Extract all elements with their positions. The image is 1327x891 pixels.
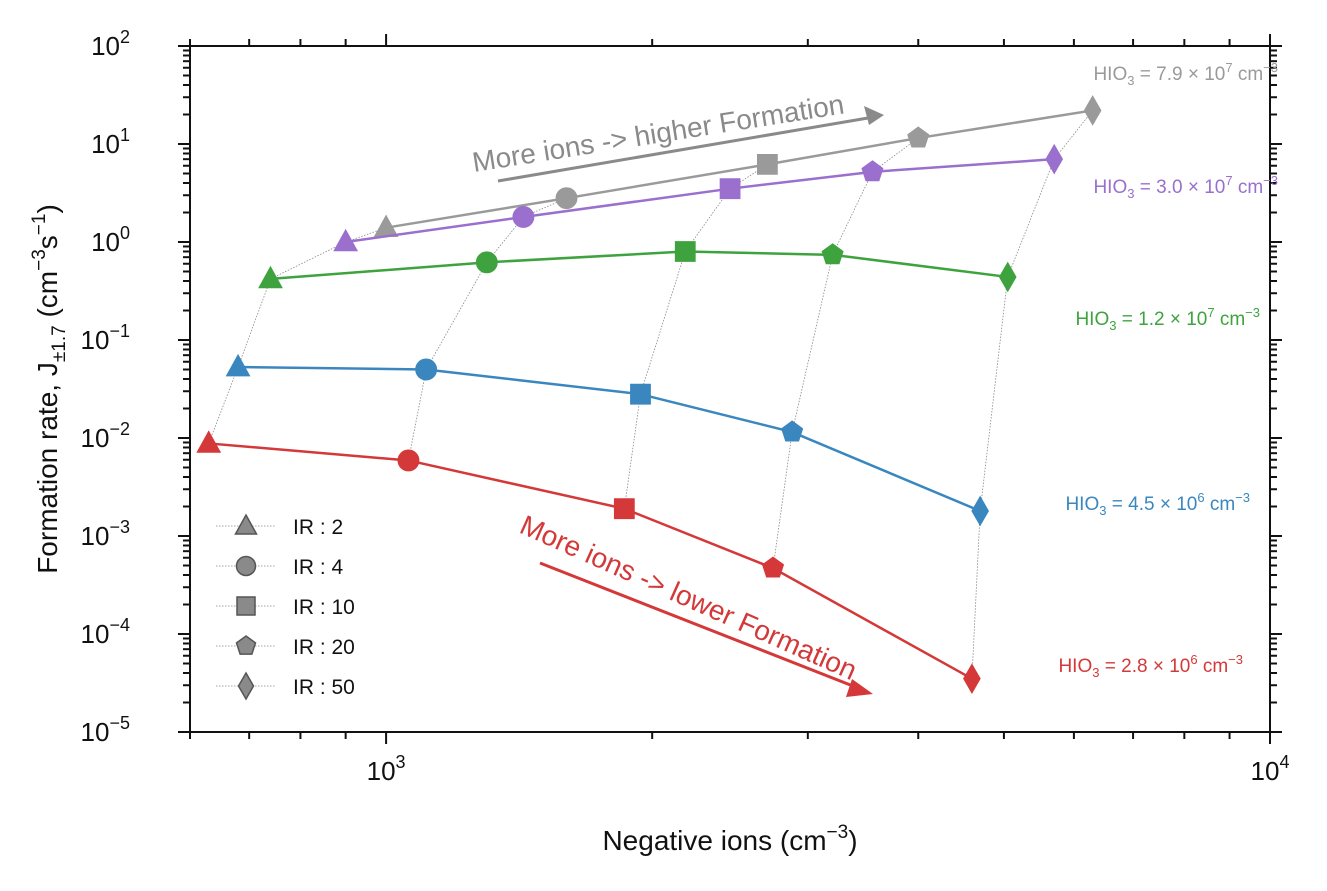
y-tick-label: 102 (91, 27, 130, 61)
iso-ir-line-circle (408, 197, 567, 461)
y-tick-label: 10−2 (81, 419, 130, 453)
series-layer (196, 95, 1102, 694)
legend: IR : 2 IR : 4 IR : 10 IR : 20 IR : 50 (216, 513, 355, 701)
series-label-0: HIO3 = 7.9 × 107 cm−3 (1093, 60, 1278, 88)
y-tick-label: 10−3 (81, 517, 130, 551)
series-label-2: HIO3 = 1.2 × 107 cm−3 (1075, 305, 1260, 333)
data-point-pentagon (861, 160, 884, 182)
legend-label: IR : 20 (293, 636, 355, 659)
arrowhead-lower (846, 679, 873, 697)
data-point-circle (512, 206, 535, 228)
iso-ir-line-triangle (208, 227, 387, 444)
series-line (238, 365, 981, 513)
data-point-pentagon (821, 243, 844, 265)
arrowhead-higher (864, 106, 884, 125)
series-3 (225, 353, 989, 527)
data-point-circle (415, 358, 438, 381)
data-point-square (674, 241, 696, 262)
x-tick-label: 103 (367, 752, 406, 786)
data-point-square (630, 383, 651, 405)
series-line (345, 157, 1055, 244)
data-point-circle (475, 251, 498, 274)
y-tick-label: 100 (91, 223, 130, 257)
legend-marker-circle (235, 555, 257, 577)
y-tick-label: 10−4 (81, 615, 130, 649)
series-labels: HIO3 = 7.9 × 107 cm−3 HIO3 = 3.0 × 107 cm… (1058, 60, 1278, 680)
x-tick-label: 104 (1251, 752, 1290, 786)
data-point-square (613, 498, 635, 520)
data-point-circle (397, 449, 420, 472)
series-1 (333, 143, 1064, 252)
axis-titles: Negative ions (cm−3) Formation rate, J±1.… (29, 204, 858, 856)
y-tick-label: 10−5 (81, 713, 130, 747)
series-label-1: HIO3 = 3.0 × 107 cm−3 (1093, 173, 1278, 201)
x-axis-title: Negative ions (cm−3) (602, 822, 857, 856)
y-axis-title: Formation rate, J±1.7 (cm−3s−1) (29, 204, 70, 574)
series-2 (258, 241, 1017, 293)
data-point-diamond (963, 663, 981, 694)
data-point-diamond (1083, 95, 1102, 126)
plot-frame (189, 45, 1271, 733)
data-point-diamond (998, 261, 1017, 293)
iso-ir-line-pentagon (772, 137, 919, 569)
legend-marker-pentagon (235, 635, 257, 655)
y-tick-label: 10−1 (81, 321, 130, 355)
data-point-square (719, 178, 741, 200)
iso-ir-line-diamond (971, 110, 1093, 679)
data-point-triangle (333, 228, 359, 252)
data-point-pentagon (907, 126, 930, 148)
data-point-circle (555, 187, 578, 210)
legend-marker-diamond (237, 671, 255, 701)
legend-marker-triangle (234, 513, 258, 535)
legend-label: IR : 10 (293, 596, 355, 619)
legend-label: IR : 4 (293, 556, 344, 579)
legend-item-triangle: IR : 2 (216, 513, 343, 539)
data-point-pentagon (781, 420, 804, 442)
series-label-3: HIO3 = 4.5 × 106 cm−3 (1065, 490, 1250, 518)
arrow-higher (497, 116, 869, 183)
data-point-triangle (258, 265, 283, 289)
series-line (270, 250, 1008, 281)
axis-ticks: 103 104 102 101 100 10−1 10−2 10−3 10−4 10−5 (81, 27, 1290, 786)
data-point-triangle (196, 430, 222, 453)
data-point-pentagon (761, 556, 785, 578)
data-point-diamond (971, 495, 989, 527)
arrow-lower (539, 561, 859, 690)
series-4 (196, 430, 981, 694)
legend-item-circle: IR : 4 (216, 555, 344, 579)
y-tick-label: 101 (91, 125, 130, 159)
series-0 (373, 95, 1102, 237)
series-label-4: HIO3 = 2.8 × 106 cm−3 (1058, 652, 1243, 680)
legend-item-diamond: IR : 50 (216, 671, 355, 701)
legend-label: IR : 50 (293, 676, 355, 699)
data-point-diamond (1045, 143, 1064, 175)
legend-item-pentagon: IR : 20 (216, 635, 355, 659)
legend-item-square: IR : 10 (216, 596, 355, 619)
data-point-square (756, 153, 778, 175)
legend-marker-square (236, 596, 256, 616)
iso-ir-line-square (623, 164, 768, 509)
legend-label: IR : 2 (293, 516, 343, 539)
data-point-triangle (225, 353, 251, 377)
annotation-higher: More ions -> higher Formation (470, 89, 846, 178)
